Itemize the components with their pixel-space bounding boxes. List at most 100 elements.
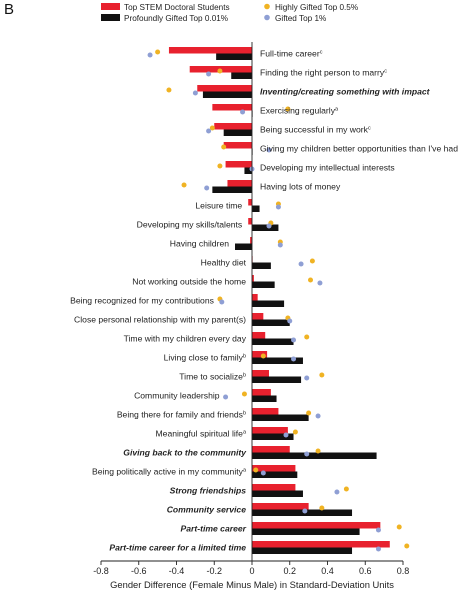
- category-label-8: Leisure time: [195, 201, 242, 211]
- bar-stem-26: [252, 541, 390, 548]
- legend-label-highly: Highly Gifted Top 0.5%: [275, 3, 358, 12]
- category-label-22: Being politically active in my community…: [92, 467, 247, 477]
- bar-layer: [168, 47, 390, 554]
- bar-profound-7: [212, 186, 252, 193]
- category-label-1: Finding the right person to marryc: [260, 68, 387, 78]
- dot-highly-4: [209, 125, 215, 131]
- category-label-6: Developing my intellectual interests: [260, 163, 395, 173]
- category-labels: Full-time careerc Finding the right perso…: [70, 49, 458, 553]
- bar-profound-9: [252, 224, 279, 231]
- bar-stem-20: [252, 427, 288, 434]
- bar-profound-19: [252, 414, 309, 421]
- legend-label-gifted1: Gifted Top 1%: [275, 14, 326, 23]
- dot-highly-16: [260, 353, 266, 359]
- dot-gifted1-13: [219, 299, 225, 305]
- dot-gifted1-4: [206, 128, 212, 134]
- dot-gifted1-20: [283, 432, 289, 438]
- category-label-4: Being successful in my workc: [260, 125, 371, 135]
- bar-stem-21: [252, 446, 290, 453]
- bar-profound-25: [252, 528, 360, 535]
- dot-highly-21: [315, 448, 321, 454]
- category-label-13: Being recognized for my contributions: [70, 296, 214, 306]
- legend-label-stem: Top STEM Doctoral Students: [124, 3, 230, 12]
- bar-stem-16: [252, 351, 268, 358]
- bar-stem-3: [212, 104, 252, 111]
- dot-gifted1-1: [206, 71, 212, 77]
- bar-stem-2: [197, 85, 252, 92]
- x-tick-label-3: -0.2: [206, 566, 222, 576]
- category-label-7: Having lots of money: [260, 182, 341, 192]
- bar-profound-17: [252, 376, 302, 383]
- dot-layer: [147, 49, 410, 552]
- dot-highly-26: [404, 543, 410, 549]
- dot-highly-22: [253, 467, 259, 473]
- bar-profound-2: [202, 91, 252, 98]
- x-tick-label-1: -0.6: [131, 566, 147, 576]
- panel-label: B: [4, 1, 14, 18]
- bar-profound-10: [235, 243, 252, 250]
- bar-profound-16: [252, 357, 303, 364]
- dot-gifted1-2: [192, 90, 198, 96]
- bar-profound-8: [252, 205, 260, 212]
- category-label-20: Meaningful spiritual lifea: [156, 429, 247, 439]
- category-label-2: Inventing/creating something with impact: [260, 87, 431, 97]
- x-tick-label-7: 0.6: [359, 566, 372, 576]
- bar-stem-5: [223, 142, 252, 149]
- category-label-14: Close personal relationship with my pare…: [74, 315, 246, 325]
- bar-stem-24: [252, 503, 309, 510]
- legend-swatch-stem: [101, 3, 120, 10]
- dot-highly-0: [155, 49, 161, 55]
- dot-gifted1-16: [291, 356, 297, 362]
- bar-stem-18: [252, 389, 271, 396]
- dot-gifted1-17: [304, 375, 310, 381]
- category-label-23: Strong friendships: [170, 486, 247, 496]
- dot-gifted1-26: [375, 546, 381, 552]
- category-label-11: Healthy diet: [201, 258, 247, 268]
- bar-profound-15: [252, 338, 294, 345]
- legend-swatch-highly: [264, 3, 270, 10]
- category-label-17: Time to socializeb: [179, 372, 246, 382]
- dot-gifted1-5: [266, 147, 272, 153]
- dot-highly-7: [181, 182, 187, 188]
- bar-profound-14: [252, 319, 290, 326]
- bar-profound-13: [252, 300, 285, 307]
- dot-gifted1-21: [304, 451, 310, 457]
- category-label-3: Exercising regularlya: [260, 106, 339, 116]
- dot-highly-15: [304, 334, 310, 340]
- bar-stem-12: [252, 275, 254, 282]
- bar-stem-25: [252, 522, 381, 529]
- bar-profound-6: [244, 167, 252, 174]
- dot-gifted1-23: [334, 489, 340, 495]
- legend-swatch-gifted1: [264, 14, 270, 21]
- dot-highly-5: [221, 144, 227, 150]
- x-axis: -0.8 -0.6 -0.4 -0.2 0 0.2 0.4 0.6 0.8: [93, 42, 409, 576]
- dot-gifted1-7: [204, 185, 210, 191]
- dot-gifted1-19: [315, 413, 321, 419]
- dot-gifted1-11: [298, 261, 304, 267]
- dot-highly-1: [217, 68, 223, 74]
- dot-highly-6: [217, 163, 223, 169]
- dot-highly-25: [396, 524, 402, 530]
- dot-highly-20: [292, 429, 298, 435]
- bar-profound-26: [252, 547, 353, 554]
- bar-profound-0: [216, 53, 252, 60]
- bar-profound-22: [252, 471, 298, 478]
- category-label-12: Not working outside the home: [132, 277, 246, 287]
- bar-stem-9: [248, 218, 252, 225]
- dot-highly-12: [308, 277, 314, 283]
- dot-highly-23: [343, 486, 349, 492]
- legend: Top STEM Doctoral Students Profoundly Gif…: [101, 3, 358, 23]
- bar-stem-17: [252, 370, 269, 377]
- bar-profound-23: [252, 490, 303, 497]
- dot-highly-18: [241, 391, 247, 397]
- category-label-9: Developing my skills/talents: [137, 220, 243, 230]
- dot-gifted1-8: [275, 204, 281, 210]
- bar-profound-21: [252, 452, 377, 459]
- x-tick-label-6: 0.4: [321, 566, 334, 576]
- dot-gifted1-22: [260, 470, 266, 476]
- category-label-25: Part-time career: [181, 524, 247, 534]
- dot-highly-17: [319, 372, 325, 378]
- category-label-15: Time with my children every day: [124, 334, 247, 344]
- dot-gifted1-9: [266, 223, 272, 229]
